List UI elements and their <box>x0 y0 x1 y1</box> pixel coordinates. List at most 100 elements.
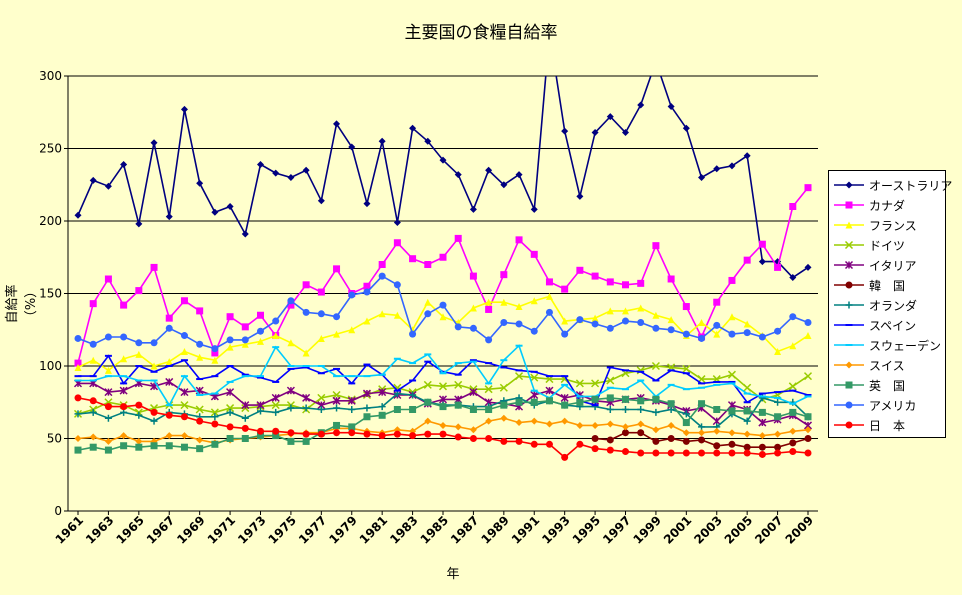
data-point <box>591 421 599 429</box>
legend-item: スイス <box>829 355 945 375</box>
legend-item: 韓 国 <box>829 275 945 295</box>
data-point <box>150 417 158 425</box>
data-point <box>682 364 691 373</box>
data-point <box>758 418 767 427</box>
data-point <box>682 330 690 338</box>
data-point <box>789 203 797 210</box>
data-point <box>74 363 82 371</box>
x-tick-label: 1985 <box>418 513 452 547</box>
data-point <box>180 388 189 397</box>
x-tick-label: 2005 <box>722 513 756 547</box>
data-point <box>196 436 204 444</box>
legend-swatch <box>834 221 864 229</box>
data-point <box>530 297 538 305</box>
data-point <box>454 323 462 331</box>
data-point <box>743 152 751 160</box>
legend-item: フランス <box>829 215 945 235</box>
x-tick-label: 1987 <box>448 513 482 547</box>
data-point <box>667 400 675 408</box>
data-point <box>333 330 341 338</box>
data-point <box>713 427 721 435</box>
data-point <box>728 313 736 321</box>
data-point <box>104 403 112 411</box>
data-point <box>622 448 629 456</box>
data-point <box>302 404 310 412</box>
data-point <box>135 437 143 445</box>
data-point <box>774 398 782 406</box>
data-point <box>637 101 645 109</box>
legend-label: スイス <box>869 359 905 373</box>
data-point <box>423 380 432 389</box>
series <box>74 394 812 461</box>
data-point <box>348 143 356 151</box>
chart-title: 主要国の食糧自給率 <box>404 23 558 43</box>
x-tick-label: 2009 <box>783 513 817 547</box>
data-point <box>74 334 82 342</box>
data-point <box>606 436 614 444</box>
y-tick-label: 300 <box>39 69 62 83</box>
data-point <box>682 419 690 427</box>
data-point <box>439 313 447 321</box>
data-point <box>637 304 645 312</box>
data-point <box>575 379 584 388</box>
data-point <box>698 449 706 457</box>
data-point <box>363 288 371 296</box>
data-point <box>211 420 219 428</box>
data-point <box>758 240 766 248</box>
data-point <box>469 272 477 280</box>
data-point <box>485 166 493 174</box>
data-point <box>104 366 112 374</box>
legend-item: カナダ <box>829 195 945 215</box>
data-point <box>500 181 508 189</box>
data-point <box>438 382 448 391</box>
data-point <box>698 174 706 181</box>
data-point <box>378 272 386 280</box>
data-point <box>606 278 614 286</box>
data-point <box>500 437 508 445</box>
data-point <box>241 435 249 442</box>
data-point <box>743 407 751 415</box>
data-point <box>637 420 645 428</box>
legend-label: オランダ <box>869 299 918 313</box>
x-tick-label: 1965 <box>113 513 147 547</box>
data-point <box>454 234 462 242</box>
data-point <box>515 236 523 244</box>
data-point <box>287 429 295 437</box>
data-point <box>196 179 204 187</box>
data-point <box>424 137 432 145</box>
data-point <box>545 308 553 316</box>
data-point <box>728 449 736 457</box>
data-point <box>180 332 188 340</box>
data-point <box>774 443 782 451</box>
data-point <box>728 429 736 437</box>
data-point <box>287 437 295 445</box>
data-point <box>287 301 295 309</box>
data-point <box>545 278 553 286</box>
data-point <box>257 311 264 319</box>
data-point <box>332 396 341 405</box>
data-point <box>272 317 280 325</box>
data-point <box>363 430 371 438</box>
data-point <box>789 274 797 282</box>
data-point <box>120 160 128 168</box>
data-point <box>211 356 219 364</box>
data-point <box>804 449 812 457</box>
data-point <box>530 440 538 448</box>
data-point <box>74 446 82 454</box>
data-point <box>104 388 113 397</box>
data-point <box>485 305 493 313</box>
data-point <box>515 372 524 381</box>
data-point <box>469 304 477 312</box>
legend-item: オランダ <box>829 295 945 315</box>
data-point <box>728 440 736 448</box>
data-point <box>317 406 325 413</box>
data-point <box>637 449 645 457</box>
data-point <box>606 394 614 402</box>
data-point <box>743 329 751 337</box>
data-point <box>393 311 401 319</box>
data-point <box>682 429 690 437</box>
data-point <box>606 376 615 385</box>
data-point <box>545 440 553 448</box>
data-point <box>844 260 854 270</box>
data-point <box>89 300 97 308</box>
